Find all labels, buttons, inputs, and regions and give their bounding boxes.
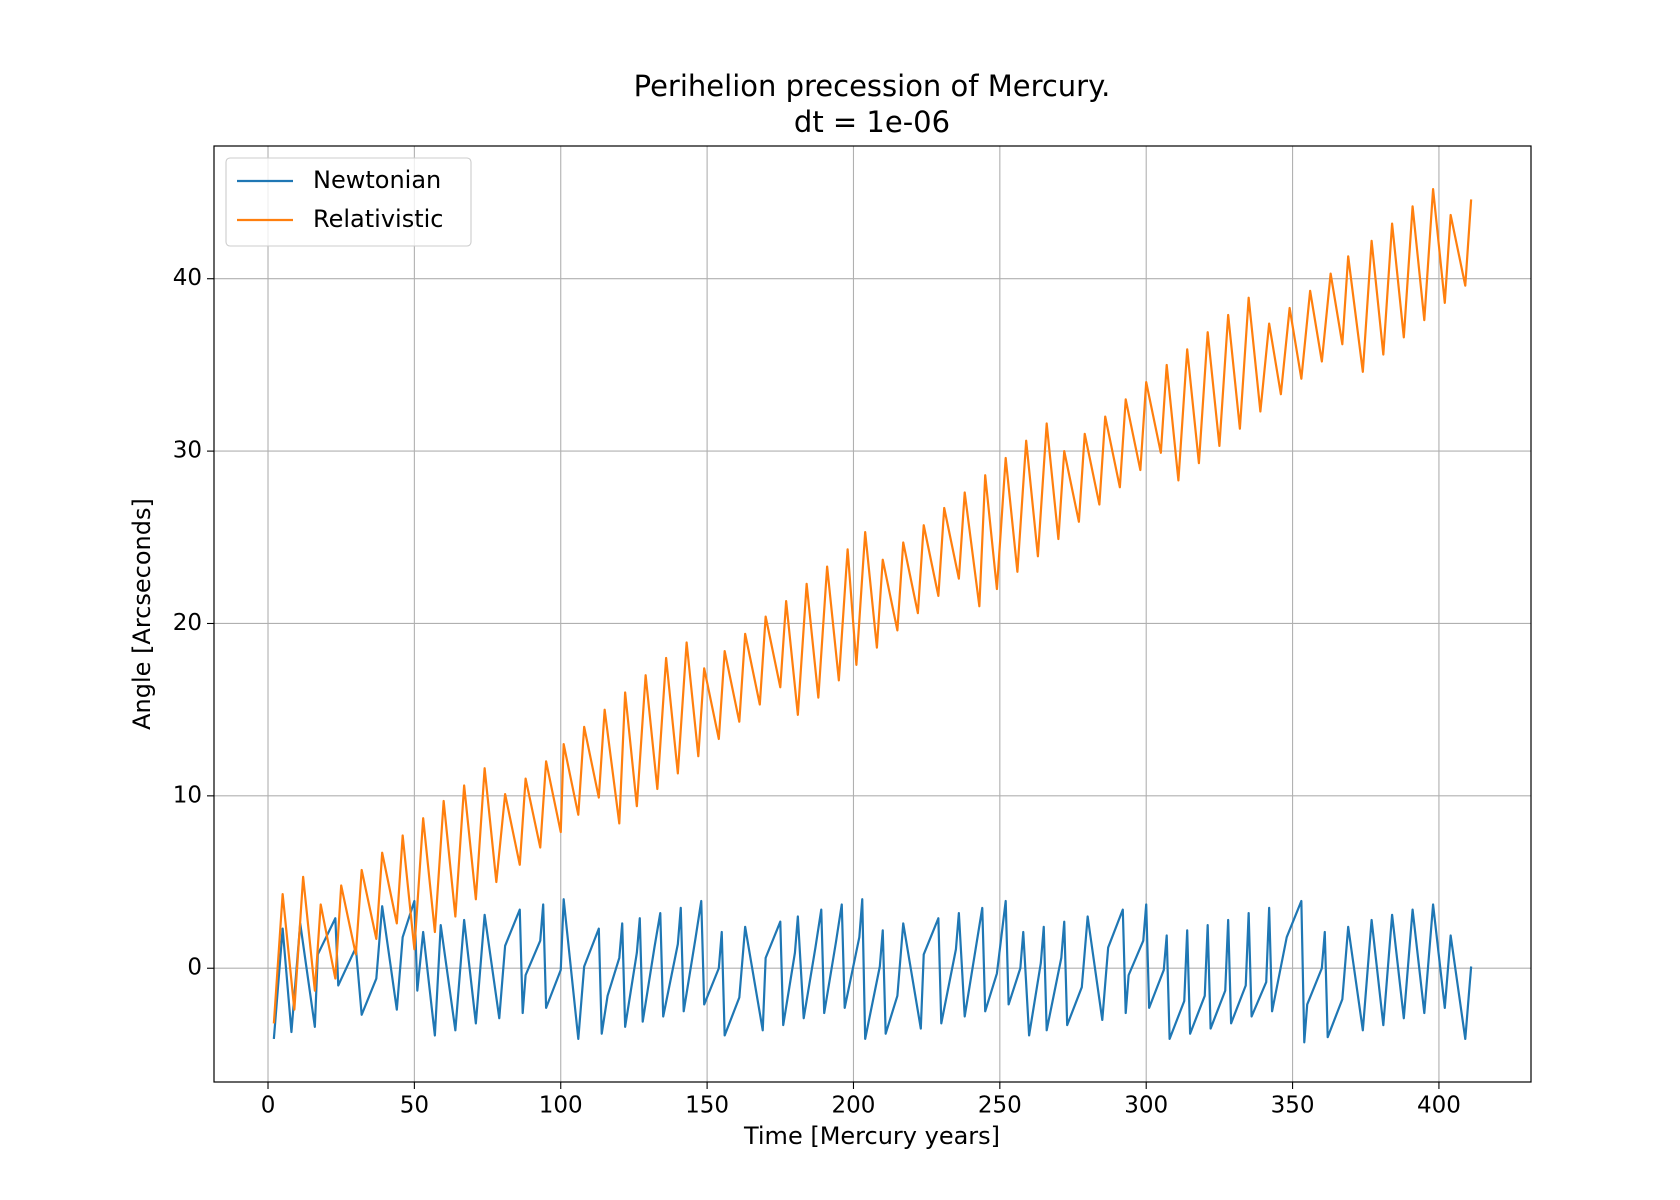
y-tick-label: 20 (173, 610, 202, 636)
chart-title: Perihelion precession of Mercury. (634, 69, 1111, 103)
plot-area (272, 187, 1473, 1044)
x-tick-label: 0 (261, 1093, 276, 1119)
x-tick-label: 150 (685, 1093, 729, 1119)
y-axis-label: Angle [Arcseconds] (128, 498, 156, 730)
axes-frame (213, 145, 1532, 1083)
x-axis-label: Time [Mercury years] (743, 1122, 1000, 1150)
x-tick-label: 100 (539, 1093, 583, 1119)
x-tick-label: 400 (1417, 1093, 1461, 1119)
data-line (272, 187, 1473, 1024)
legend: Newtonian Relativistic (225, 157, 472, 247)
chart-subtitle: dt = 1e-06 (794, 105, 950, 139)
x-tick-label: 200 (832, 1093, 876, 1119)
legend-label: Relativistic (313, 205, 443, 233)
y-tick-label: 40 (173, 265, 202, 291)
y-tick-label: 0 (187, 955, 202, 981)
x-tick-label: 250 (978, 1093, 1022, 1119)
x-tick-label: 50 (400, 1093, 429, 1119)
x-tick-label: 300 (1124, 1093, 1168, 1119)
x-tick-label: 350 (1271, 1093, 1315, 1119)
y-tick-label: 10 (173, 782, 202, 808)
grid (214, 146, 1531, 1082)
ticks: 0 50 100 150 200 250 300 350 400 0 10 20 30 40 (173, 265, 1461, 1118)
data-line (272, 898, 1473, 1044)
y-tick-label: 30 (173, 438, 202, 464)
legend-label: Newtonian (313, 166, 441, 194)
